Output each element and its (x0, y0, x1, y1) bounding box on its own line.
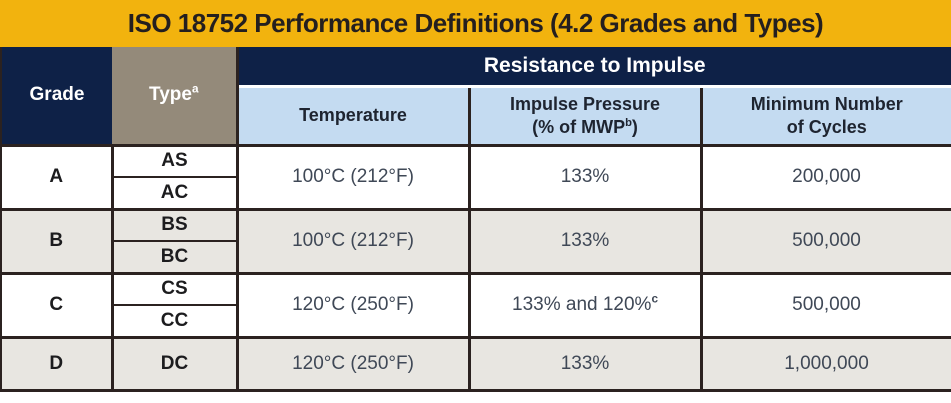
grade-cell-b: B (1, 209, 114, 275)
type-cell-bs: BS (112, 209, 239, 242)
impulse-cell-d: 133% (469, 337, 703, 392)
row-b-sub-2: BC (1, 241, 951, 275)
col-header-impulse-pressure: Impulse Pressure (% of MWPb) (467, 86, 703, 147)
impulse-header-line2: (% of MWPb) (532, 116, 638, 137)
impulse-cell-a: 133% (469, 145, 703, 211)
cycles-cell-c: 500,000 (701, 273, 951, 339)
row-a-sub-2: AC (1, 177, 951, 211)
col-header-grade: Grade (1, 47, 112, 147)
grade-cell-a: A (1, 145, 114, 211)
impulse-cell-c: 133% and 120%c (469, 273, 703, 339)
col-header-temperature: Temperature (237, 86, 469, 147)
footnote-marker-b: b (625, 116, 632, 129)
title-bar: ISO 18752 Performance Definitions (4.2 G… (0, 0, 951, 47)
col-header-type-label: Type (149, 84, 192, 106)
row-c-sub-2: CC (1, 305, 951, 339)
row-d: D DC 120°C (250°F) 133% 1,000,000 (1, 337, 951, 392)
type-cell-ac: AC (112, 177, 239, 211)
temperature-cell-c: 120°C (250°F) (237, 273, 471, 339)
col-header-min-cycles: Minimum Number of Cycles (701, 86, 951, 147)
cycles-header-line2: of Cycles (786, 116, 867, 137)
type-cell-dc: DC (112, 337, 239, 392)
cycles-cell-d: 1,000,000 (701, 337, 951, 392)
cycles-cell-b: 500,000 (701, 209, 951, 275)
type-cell-as: AS (112, 145, 239, 178)
type-cell-cs: CS (112, 273, 239, 306)
iso-18752-performance-table: Grade Typea Resistance to Impulse Temper… (0, 47, 951, 392)
cycles-header-line1: Minimum Number (750, 94, 903, 114)
header-band-row: Grade Typea Resistance to Impulse (1, 47, 951, 147)
col-header-type: Typea (112, 47, 239, 147)
cycles-cell-a: 200,000 (701, 145, 951, 211)
header-subhead-row: Temperature Impulse Pressure (% of MWPb)… (1, 86, 951, 147)
type-cell-bc: BC (112, 241, 239, 275)
row-c-sub-1: C CS 120°C (250°F) 133% and 120%c 500,00… (1, 273, 951, 339)
impulse-cell-b: 133% (469, 209, 703, 275)
row-a-sub-1: A AS 100°C (212°F) 133% 200,000 (1, 145, 951, 211)
grade-cell-c: C (1, 273, 114, 339)
impulse-header-line1: Impulse Pressure (509, 94, 661, 114)
type-cell-cc: CC (112, 305, 239, 339)
footnote-marker-a: a (191, 82, 199, 96)
page-title: ISO 18752 Performance Definitions (4.2 G… (127, 8, 824, 38)
temperature-cell-d: 120°C (250°F) (237, 337, 471, 392)
footnote-marker-c: c (651, 292, 658, 306)
grade-cell-d: D (1, 337, 114, 392)
temperature-cell-a: 100°C (212°F) (237, 145, 471, 211)
temperature-cell-b: 100°C (212°F) (237, 209, 471, 275)
band-header-resistance-to-impulse: Resistance to Impulse (237, 47, 951, 88)
row-b-sub-1: B BS 100°C (212°F) 133% 500,000 (1, 209, 951, 275)
